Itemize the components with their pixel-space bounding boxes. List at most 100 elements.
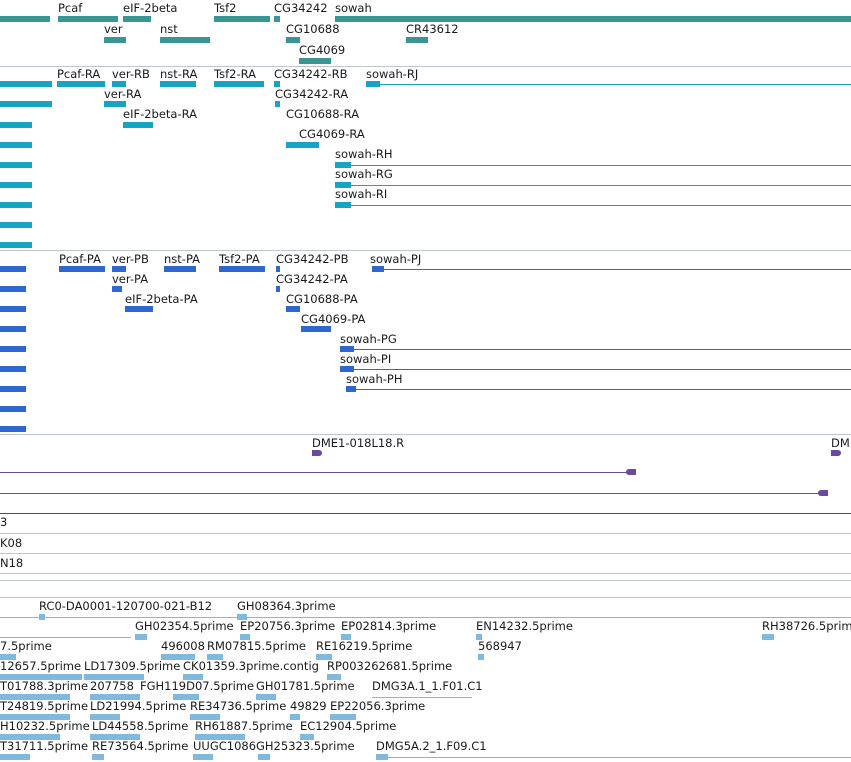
transcript-stub[interactable] — [0, 222, 32, 228]
bac-clone-line[interactable] — [0, 513, 851, 514]
est-label[interactable]: RP003262681.5prime — [327, 659, 453, 673]
est-label[interactable]: EC12904.5prime — [300, 719, 397, 733]
est-label[interactable]: LD44558.5prime — [92, 719, 189, 733]
transcript-label[interactable]: Pcaf-RA — [57, 67, 101, 81]
est-bar[interactable] — [341, 634, 351, 640]
transcript-label[interactable]: CG4069-RA — [299, 127, 365, 141]
gene-bar-cr43612[interactable] — [406, 37, 428, 43]
protein-label[interactable]: sowah-PI — [340, 352, 392, 366]
est-label[interactable]: GH01781.5prime — [256, 679, 355, 693]
gene-bar-cg4069[interactable] — [299, 58, 331, 64]
bac-end-marker[interactable] — [831, 450, 841, 456]
est-label[interactable]: RH38726.5prime — [762, 619, 851, 633]
transcript-bar[interactable] — [274, 81, 280, 87]
est-bar[interactable] — [327, 674, 341, 680]
protein-stub[interactable] — [0, 326, 26, 332]
gene-bar-ver[interactable] — [104, 37, 126, 43]
est-bar[interactable] — [90, 714, 120, 720]
est-bar[interactable] — [0, 734, 60, 740]
protein-bar[interactable] — [164, 266, 196, 272]
transcript-label[interactable]: Tsf2-RA — [214, 67, 257, 81]
est-label[interactable]: UUGC1086 — [193, 739, 257, 753]
bac-end-marker[interactable] — [626, 469, 636, 475]
transcript-stub[interactable] — [0, 142, 32, 148]
transcript-bar[interactable] — [286, 142, 300, 148]
est-bar[interactable] — [258, 754, 270, 760]
protein-label[interactable]: nst-PA — [164, 252, 201, 266]
est-label[interactable]: DMG3A.1_1.F01.C1 — [372, 679, 483, 693]
est-label[interactable]: RM07815.5prime — [207, 639, 306, 653]
protein-bar[interactable] — [286, 306, 300, 312]
protein-label[interactable]: CG34242-PB — [276, 252, 349, 266]
protein-label[interactable]: ver-PB — [112, 252, 149, 266]
est-bar[interactable] — [316, 654, 332, 660]
protein-stub[interactable] — [0, 386, 26, 392]
track-label[interactable]: N18 — [0, 556, 24, 570]
protein-stub[interactable] — [0, 366, 26, 372]
transcript-bar[interactable] — [335, 162, 351, 168]
transcript-bar[interactable] — [299, 142, 319, 148]
protein-bar[interactable] — [276, 286, 280, 292]
est-bar[interactable] — [478, 654, 484, 660]
gene-bar-cg10688[interactable] — [286, 37, 300, 43]
transcript-bar[interactable] — [112, 81, 126, 87]
protein-bar[interactable] — [112, 286, 122, 292]
gene-label[interactable]: CR43612 — [406, 22, 459, 36]
gene-label[interactable]: CG4069 — [299, 43, 346, 57]
transcript-label[interactable]: sowah-RI — [335, 187, 388, 201]
est-bar[interactable] — [0, 714, 70, 720]
protein-label[interactable]: CG34242-PA — [276, 272, 348, 286]
est-label[interactable]: RH61887.5prime — [195, 719, 293, 733]
est-label[interactable]: 49829 — [290, 699, 327, 713]
est-bar[interactable] — [193, 754, 213, 760]
bac-label[interactable]: DME1-018L18.R — [312, 436, 405, 450]
gene-bar-pcaf[interactable] — [58, 16, 118, 22]
est-label[interactable]: EP02814.3prime — [341, 619, 437, 633]
bac-clone-line[interactable] — [0, 493, 822, 494]
protein-label[interactable]: sowah-PH — [346, 372, 403, 386]
est-bar[interactable] — [84, 674, 144, 680]
protein-stub[interactable] — [0, 306, 26, 312]
est-label[interactable]: 7.5prime — [0, 639, 52, 653]
est-label[interactable]: 207758 — [90, 679, 134, 693]
gene-label[interactable]: Pcaf — [58, 1, 83, 15]
protein-stub[interactable] — [0, 406, 26, 412]
est-bar[interactable] — [183, 674, 203, 680]
gene-label[interactable]: Tsf2 — [214, 1, 237, 15]
est-label[interactable]: RE73564.5prime — [92, 739, 189, 753]
transcript-bar[interactable] — [160, 81, 196, 87]
transcript-bar[interactable] — [366, 81, 380, 87]
transcript-label[interactable]: sowah-RG — [335, 167, 393, 181]
est-label[interactable]: RE16219.5prime — [316, 639, 413, 653]
est-bar[interactable] — [376, 754, 388, 760]
bac-end-marker[interactable] — [818, 490, 828, 496]
protein-bar[interactable] — [340, 366, 354, 372]
track-label[interactable]: 3 — [0, 515, 8, 529]
transcript-bar[interactable] — [123, 122, 153, 128]
gene-label[interactable]: sowah — [335, 1, 372, 15]
protein-label[interactable]: CG10688-PA — [286, 292, 358, 306]
protein-bar[interactable] — [59, 266, 105, 272]
transcript-bar[interactable] — [275, 101, 280, 107]
gene-bar-cg34242[interactable] — [274, 16, 280, 22]
protein-label[interactable]: Tsf2-PA — [219, 252, 260, 266]
est-bar[interactable] — [195, 734, 245, 740]
gene-bar-nst[interactable] — [160, 37, 210, 43]
gene-bar-sowah[interactable] — [335, 16, 851, 22]
protein-label[interactable]: sowah-PJ — [370, 252, 422, 266]
transcript-stub[interactable] — [0, 81, 52, 87]
est-bar[interactable] — [300, 734, 314, 740]
est-label[interactable]: EP20756.3prime — [240, 619, 336, 633]
est-bar[interactable] — [237, 614, 247, 620]
est-bar[interactable] — [207, 654, 223, 660]
est-bar[interactable] — [92, 754, 104, 760]
est-bar[interactable] — [240, 634, 250, 640]
est-bar[interactable] — [330, 714, 356, 720]
est-label[interactable]: CK01359.3prime.contig — [183, 659, 319, 673]
protein-stub[interactable] — [0, 266, 26, 272]
transcript-bar[interactable] — [57, 81, 105, 87]
transcript-label[interactable]: nst-RA — [160, 67, 198, 81]
protein-bar[interactable] — [125, 306, 153, 312]
protein-bar[interactable] — [346, 386, 356, 392]
protein-label[interactable]: sowah-PG — [340, 332, 397, 346]
